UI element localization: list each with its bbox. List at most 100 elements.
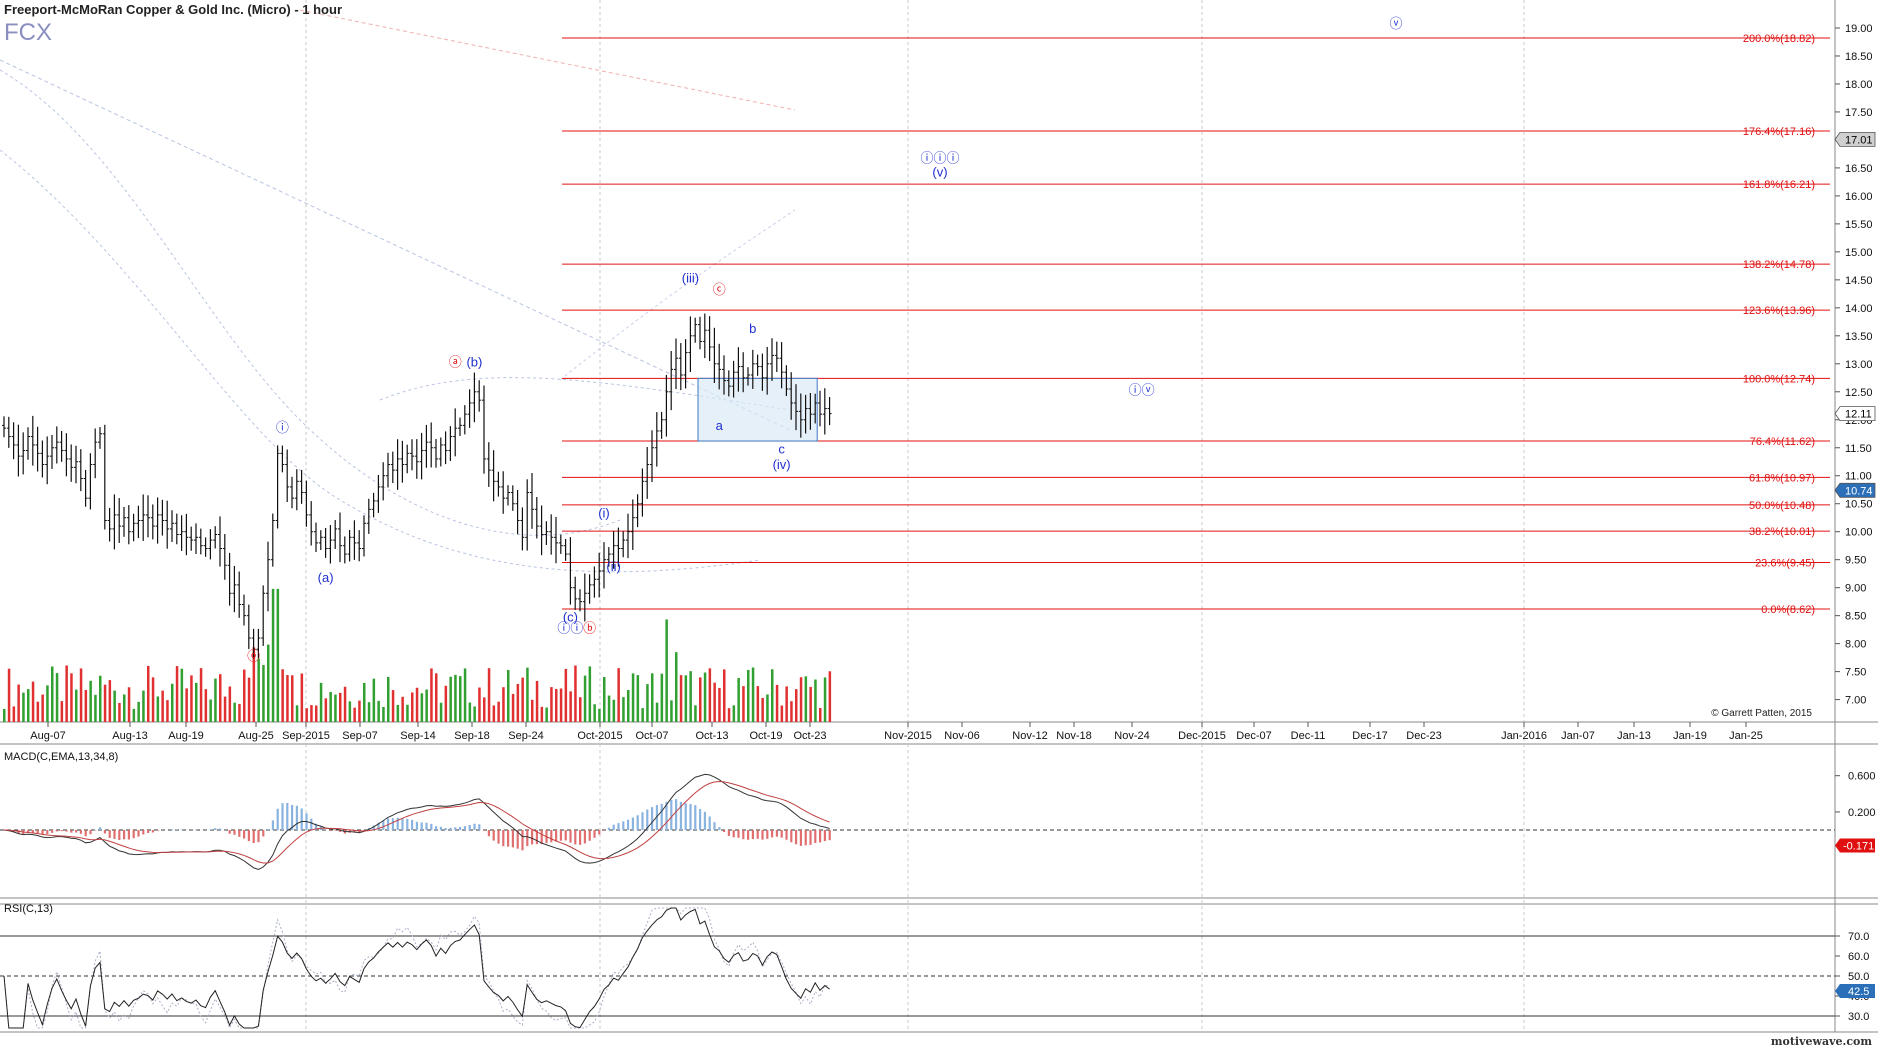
macd-histogram-bar (627, 820, 629, 830)
macd-histogram-bar (608, 828, 610, 830)
volume-bar (757, 686, 760, 722)
volume-bar (829, 671, 832, 722)
volume-bar (104, 685, 107, 722)
date-tick-label: Oct-13 (695, 730, 728, 742)
macd-title: MACD(C,EMA,13,34,8) (4, 751, 118, 763)
macd-histogram-bar (824, 830, 826, 841)
volume-bar (790, 701, 793, 722)
volume-bar (483, 697, 486, 722)
volume-bar (435, 673, 438, 722)
volume-bar (454, 675, 457, 722)
volume-bar (488, 668, 491, 722)
macd-histogram-bar (617, 823, 619, 830)
rsi-tick-label: 60.0 (1848, 951, 1869, 963)
symbol-label: FCX (4, 19, 52, 46)
volume-bar (627, 690, 630, 722)
volume-bar (137, 702, 140, 722)
volume-bar (526, 668, 529, 722)
macd-histogram-bar (133, 830, 135, 838)
price-tag-label: 12.11 (1845, 409, 1872, 421)
volume-bar (536, 681, 539, 722)
volume-bar (473, 706, 476, 722)
volume-bar (171, 684, 174, 722)
macd-histogram-bar (478, 824, 480, 830)
volume-bar (373, 679, 376, 722)
volume-bar (661, 674, 664, 722)
volume-bar (70, 673, 73, 722)
price-tick-label: 15.00 (1845, 247, 1873, 259)
fib-label: 23.6%(9.45) (1755, 557, 1815, 569)
macd-histogram-bar (584, 830, 586, 843)
volume-bar (118, 703, 121, 722)
volume-bar (728, 708, 731, 722)
volume-bar (291, 675, 294, 722)
price-tag-label: 17.01 (1845, 134, 1873, 146)
rsi-tick-label: 70.0 (1848, 931, 1869, 943)
macd-histogram-bar (757, 830, 759, 839)
macd-histogram-bar (310, 819, 312, 830)
macd-histogram-bar (790, 830, 792, 842)
volume-bar (440, 703, 443, 722)
price-tick-label: 10.00 (1845, 527, 1873, 539)
macd-histogram-bar (589, 830, 591, 841)
macd-histogram-bar (99, 827, 101, 830)
macd-histogram-bar (632, 818, 634, 831)
macd-histogram-bar (785, 830, 787, 840)
macd-tick-label: 0.200 (1848, 807, 1876, 819)
date-tick-label: Sep-2015 (282, 730, 330, 742)
volume-bar (41, 695, 44, 722)
volume-bar (133, 709, 136, 722)
volume-bar (248, 678, 251, 722)
volume-bar (392, 690, 395, 722)
macd-tick-label: 0.600 (1848, 771, 1876, 783)
macd-histogram-bar (248, 830, 250, 841)
price-tag: 10.74 (1835, 483, 1875, 497)
volume-bar (13, 706, 16, 722)
volume-bar (411, 692, 414, 722)
volume-bar (497, 702, 500, 722)
volume-bar (709, 668, 712, 722)
macd-histogram-bar (829, 830, 831, 840)
macd-histogram-bar (416, 822, 418, 830)
volume-bar (824, 677, 827, 722)
wave-label: (ii) (606, 559, 620, 574)
volume-bar (670, 700, 673, 722)
macd-histogram-bar (641, 812, 643, 830)
chart-title: Freeport-McMoRan Copper & Gold Inc. (Mic… (4, 2, 342, 17)
macd-histogram-bar (137, 830, 139, 837)
macd-histogram-bar (805, 830, 807, 845)
volume-bar (651, 673, 654, 722)
fib-label: 50.0%(10.48) (1749, 500, 1815, 512)
brand-label: motivewave.com (1771, 1035, 1872, 1048)
volume-bar (445, 686, 448, 722)
macd-histogram-bar (579, 830, 581, 845)
date-tick-label: Dec-11 (1291, 730, 1326, 742)
macd-histogram-bar (142, 830, 144, 834)
date-tick-label: Jan-07 (1561, 730, 1595, 742)
macd-histogram-bar (65, 830, 67, 832)
macd-histogram-bar (569, 830, 571, 843)
volume-bar (809, 687, 812, 722)
volume-bar (699, 677, 702, 722)
volume-bar (94, 695, 97, 722)
price-tag: 12.11 (1835, 407, 1875, 421)
volume-bar (56, 673, 59, 722)
volume-bar (675, 652, 678, 722)
macd-histogram-bar (483, 830, 485, 831)
fib-label: 200.0%(18.82) (1743, 33, 1815, 45)
wave-label: ⓑ (583, 620, 596, 635)
date-tick-label: Sep-18 (454, 730, 489, 742)
volume-bar (593, 704, 596, 722)
volume-bar (723, 669, 726, 722)
macd-histogram-bar (113, 830, 115, 839)
wave-label: (v) (932, 164, 947, 179)
volume-bar (560, 689, 563, 722)
volume-bar (449, 677, 452, 722)
volume-bar (89, 681, 92, 722)
date-tick-label: Dec-23 (1406, 730, 1441, 742)
macd-histogram-bar (713, 822, 715, 830)
volume-bar (257, 659, 260, 722)
date-tick-label: Sep-24 (508, 730, 543, 742)
macd-histogram-bar (406, 819, 408, 830)
